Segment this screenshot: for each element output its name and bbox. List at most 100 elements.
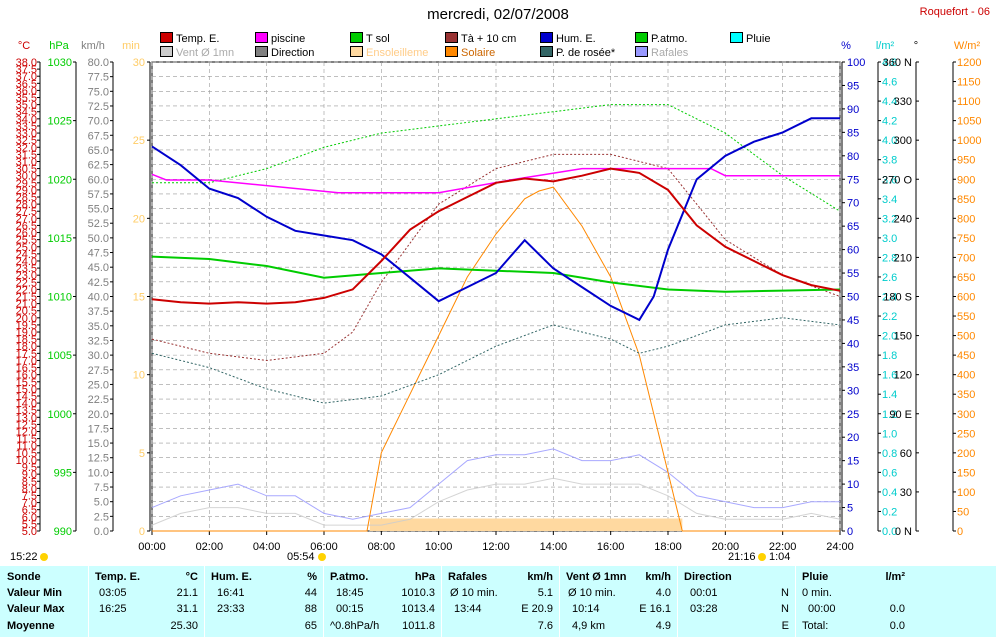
humidity-axis-label: 45 [847, 315, 859, 327]
x-tick-label: 00:00 [138, 541, 166, 553]
pressure-axis-label: 1025 [48, 116, 72, 128]
temp-axis-label: 20.5 [16, 306, 37, 318]
temp-axis-label: 25.0 [16, 242, 37, 254]
minutes-axis-label: 20 [133, 213, 145, 225]
pressure-axis-label: 995 [54, 467, 72, 479]
temp-axis-label: 19.0 [16, 327, 37, 339]
direction-axis-label: 120 [894, 370, 912, 382]
temp-axis-label: 23.5 [16, 263, 37, 275]
x-tick-label: 10:00 [425, 541, 453, 553]
humidity-axis-label: 55 [847, 268, 859, 280]
x-tick-label: 14:00 [540, 541, 568, 553]
wind-axis-label: 15.0 [88, 438, 109, 450]
temp-axis-label: 24.0 [16, 256, 37, 268]
solar-axis-label: 1050 [957, 116, 981, 128]
wind-axis-label: 72.5 [88, 101, 109, 113]
temp-axis-label: 7.5 [22, 490, 37, 502]
rain-axis-label: 3.4 [882, 194, 897, 206]
temp-axis-label: 15.0 [16, 384, 37, 396]
direction-axis-label: 360 N [883, 57, 912, 69]
temp-axis-label: 38.0 [16, 57, 37, 69]
rain-axis-label: 2.2 [882, 311, 897, 323]
temp-axis-label: 35.0 [16, 100, 37, 112]
temp-axis-label: 36.0 [16, 85, 37, 97]
wind-axis-label: 32.5 [88, 335, 109, 347]
direction-axis-label: 30 [900, 487, 912, 499]
temp-axis-label: 21.5 [16, 292, 37, 304]
direction-axis-label: 180 S [883, 292, 912, 304]
pressure-axis-label: 1020 [48, 174, 72, 186]
solar-axis-label: 50 [957, 506, 969, 518]
temp-axis-label: 30.0 [16, 171, 37, 183]
wind-axis-label: 25.0 [88, 379, 109, 391]
temp-axis-label: 35.5 [16, 93, 37, 105]
rain-axis-label: 3.2 [882, 213, 897, 225]
minutes-axis-label: 0 [139, 526, 145, 538]
stats-col-hum: Hum. E.% 16:41 44 23:33 88 65 [205, 566, 324, 637]
humidity-axis-label: 50 [847, 292, 859, 304]
chart-title: mercredi, 02/07/2008 [427, 6, 569, 23]
temp-axis-label: 5.5 [22, 519, 37, 531]
wind-axis-label: 37.5 [88, 306, 109, 318]
solar-axis-label: 900 [957, 174, 975, 186]
series-t-10-cm [151, 153, 841, 362]
series-temp-e- [151, 167, 841, 305]
station-name: Roquefort - 06 [919, 6, 990, 18]
temp-axis-label: 29.5 [16, 178, 37, 190]
humidity-axis-label: 70 [847, 198, 859, 210]
rain-axis-label: 2.8 [882, 252, 897, 264]
rain-axis-label: 2.4 [882, 292, 897, 304]
temp-axis-label: 19.5 [16, 320, 37, 332]
rain-axis-label: 0.0 [882, 526, 897, 538]
temp-axis-label: 6.0 [22, 512, 37, 524]
series-rafales [151, 448, 840, 520]
legend-rosee: P. de rosée* [540, 46, 615, 59]
wind-axis-label: 5.0 [94, 497, 109, 509]
sun-duration: 1:04 [769, 551, 791, 563]
humidity-axis-label: 90 [847, 104, 859, 116]
temp-axis-label: 12.0 [16, 427, 37, 439]
direction-axis-label: 300 [894, 135, 912, 147]
legend-rafales: Rafales [635, 46, 688, 59]
humidity-axis-label: 60 [847, 245, 859, 257]
wind-axis-label: 80.0 [88, 57, 109, 69]
solar-axis-label: 500 [957, 331, 975, 343]
temp-axis-label: 16.5 [16, 363, 37, 375]
humidity-axis-label: 40 [847, 338, 859, 350]
wind-axis-label: 27.5 [88, 365, 109, 377]
wind-axis-label: 65.0 [88, 145, 109, 157]
rain-axis-label: 0.2 [882, 506, 897, 518]
temp-axis-label: 15.5 [16, 377, 37, 389]
legend-tsol: T sol [350, 32, 390, 45]
legend-solaire: Solaire [445, 46, 495, 59]
humidity-axis-label: 75 [847, 174, 859, 186]
minutes-axis-label: 10 [133, 370, 145, 382]
rain-axis-label: 2.0 [882, 331, 897, 343]
solar-axis-label: 0 [957, 526, 963, 538]
sun-icon [40, 553, 48, 561]
wind-axis-label: 10.0 [88, 467, 109, 479]
pressure-axis-label: 1005 [48, 350, 72, 362]
x-tick-label: 20:00 [712, 541, 740, 553]
x-tick-label: 22:00 [769, 541, 797, 553]
humidity-axis-label: 30 [847, 385, 859, 397]
stats-col-pluie: Pluie l/m² 0 min. 00:00 0.0 Total: 0.0 [802, 571, 905, 632]
pressure-axis-label: 1010 [48, 292, 72, 304]
rain-axis-label: 0.8 [882, 448, 897, 460]
minutes-axis-unit: min [122, 40, 140, 52]
temp-axis-label: 14.0 [16, 398, 37, 410]
solar-axis-label: 750 [957, 233, 975, 245]
stats-col-direction: Direction 00:01 N 03:28 N E [678, 566, 796, 637]
direction-axis-label: 90 E [889, 409, 912, 421]
wind-axis-label: 0.0 [94, 526, 109, 538]
solar-axis-label: 800 [957, 213, 975, 225]
legend-hum: Hum. E. [540, 32, 596, 45]
wind-axis-label: 52.5 [88, 218, 109, 230]
weather-chart: 5.05.56.06.57.07.58.08.59.09.510.010.511… [16, 40, 982, 553]
rain-axis-label: 4.6 [882, 77, 897, 89]
temp-axis-label: 33.0 [16, 128, 37, 140]
temp-axis-label: 28.5 [16, 192, 37, 204]
temp-axis-label: 37.5 [16, 64, 37, 76]
pressure-axis-label: 990 [54, 526, 72, 538]
sunrise-icon [318, 553, 326, 561]
